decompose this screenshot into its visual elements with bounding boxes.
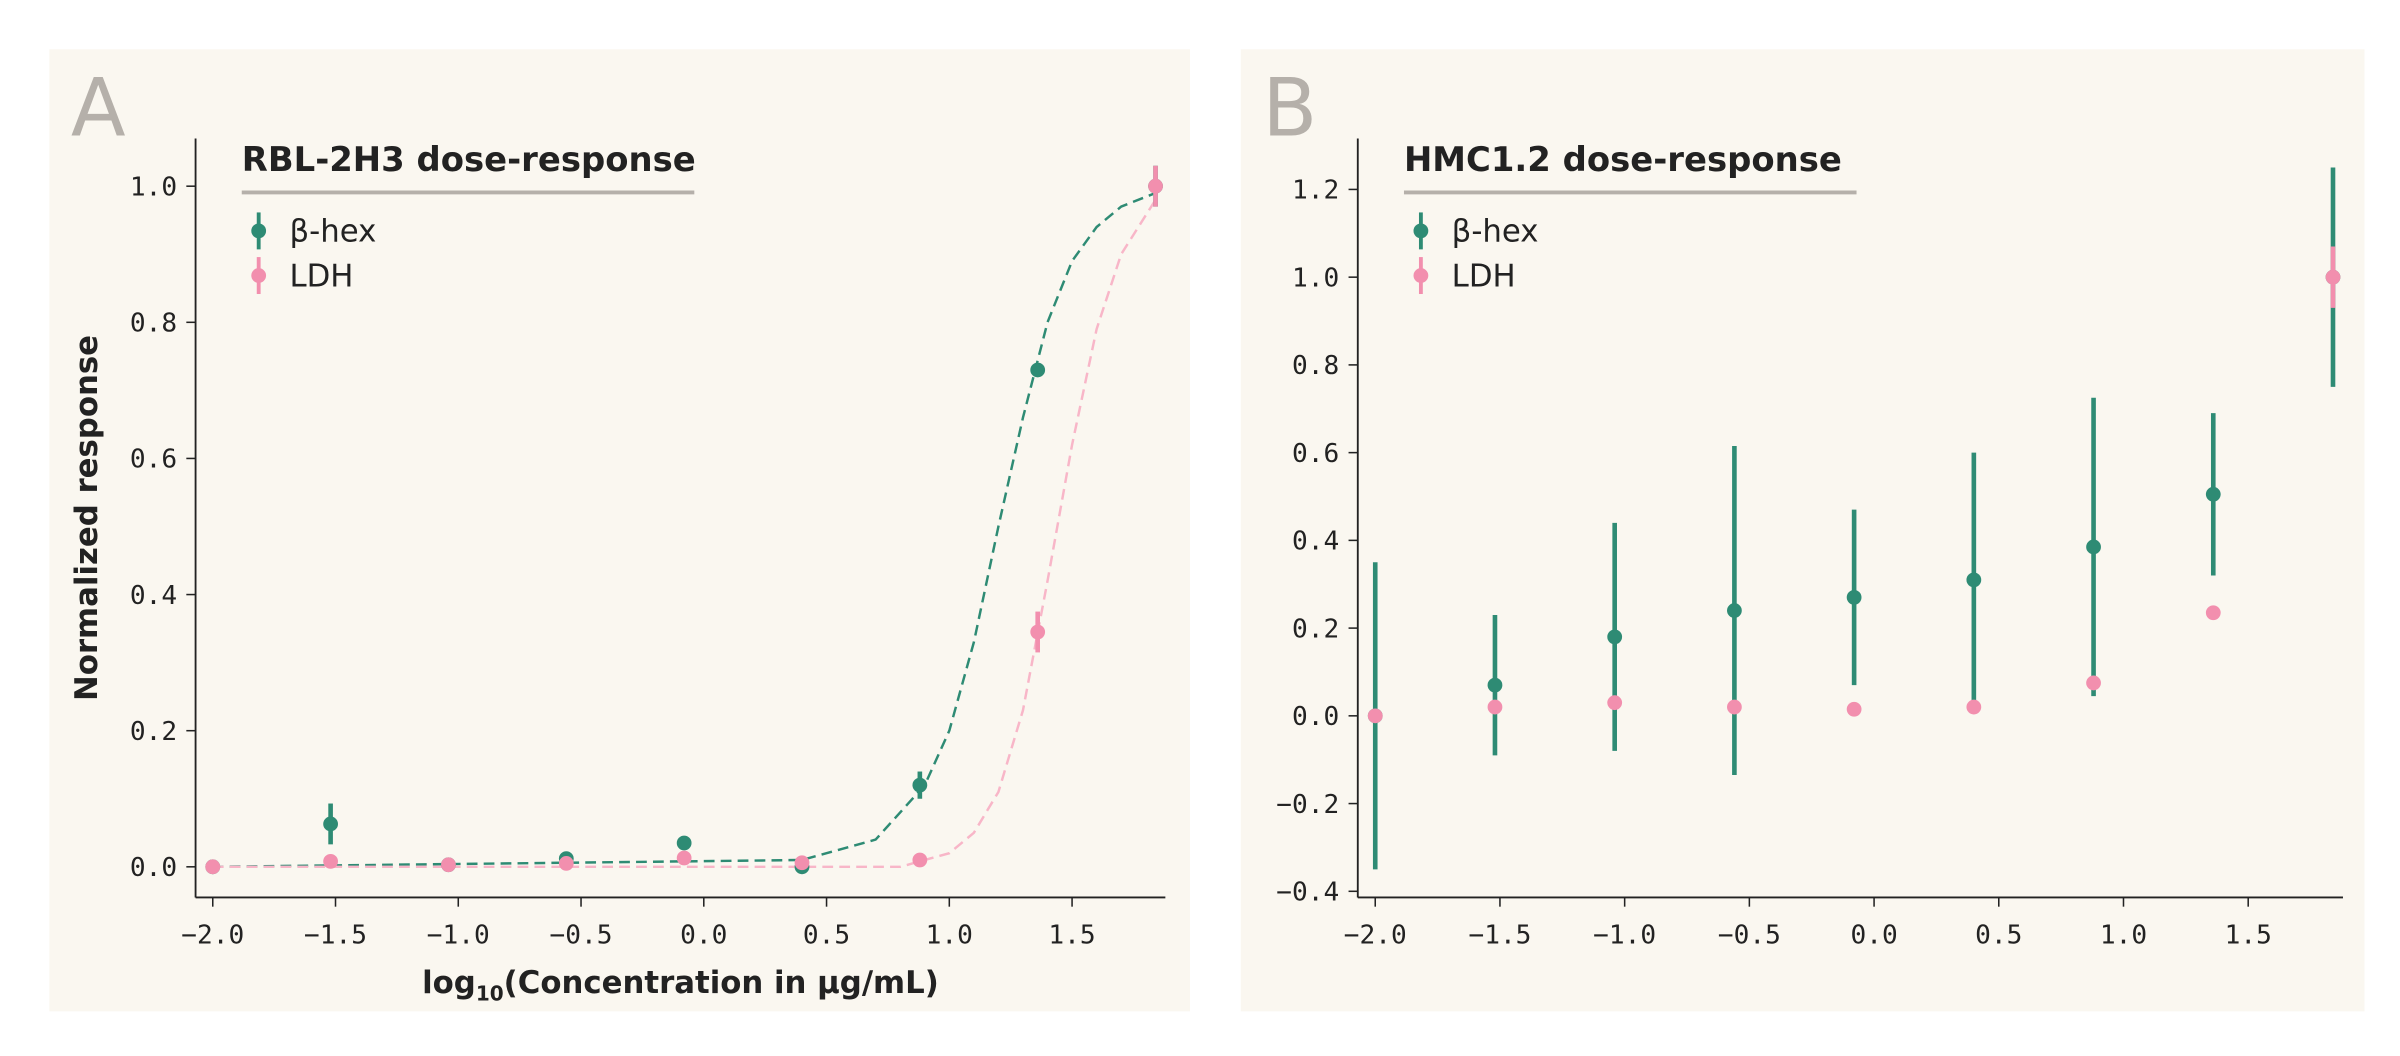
panel-background [49, 49, 1190, 1012]
x-axis-label-rest: (Concentration in μg/mL) [504, 965, 939, 1001]
data-point [794, 855, 810, 871]
legend-marker [1413, 268, 1429, 283]
data-point [2205, 605, 2221, 621]
y-tick-label: 0.4 [130, 581, 177, 611]
data-point [1030, 362, 1046, 378]
y-tick-label: 0.6 [1292, 439, 1339, 469]
data-point [1607, 629, 1623, 645]
y-tick-label: 1.0 [130, 172, 177, 202]
panel-label: A [71, 61, 126, 154]
data-point [1367, 708, 1383, 724]
x-axis-label: log10(Concentration in μg/mL) [422, 965, 939, 1006]
y-tick-label: 1.0 [1292, 263, 1339, 293]
panel: A −2.0 −1.5 −1.0 −0.5 0.0 0.5 1.0 1.5 0.0 0.2 0.4 0.… [49, 49, 1190, 1012]
chart-title: RBL-2H3 dose-response [242, 140, 696, 179]
y-tick-label: 0.2 [1292, 614, 1339, 644]
x-axis-label-sub: 10 [476, 982, 504, 1006]
data-point [1487, 699, 1503, 715]
y-axis-label: Normalized response [69, 335, 105, 701]
data-point [1727, 699, 1742, 715]
y-tick-label: 0.0 [130, 853, 177, 883]
y-tick-label: −0.4 [1276, 878, 1339, 908]
y-tick-label: 0.6 [130, 445, 177, 475]
legend-marker [251, 268, 267, 283]
data-point [205, 859, 221, 875]
data-point [2086, 539, 2101, 555]
y-tick-label: 0.4 [1292, 527, 1339, 557]
y-tick-label: −0.2 [1276, 790, 1339, 820]
panel-label: B [1262, 61, 1317, 154]
fit-curve [212, 191, 1156, 869]
data-point [1148, 178, 1163, 194]
data-point [2325, 269, 2341, 285]
x-tick-label: 0.5 [803, 921, 850, 951]
data-point [676, 850, 692, 866]
x-tick-label: 0.5 [1975, 921, 2022, 951]
x-tick-label: −0.5 [1718, 921, 1781, 951]
x-axis-label-base: log [422, 965, 476, 1001]
fit-curve [212, 199, 1157, 869]
legend-label: LDH [289, 258, 353, 294]
data-point [1727, 603, 1742, 618]
x-tick-label: −1.5 [1468, 921, 1531, 951]
x-tick-label: 0.0 [1850, 921, 1897, 951]
x-tick-label: −1.0 [1593, 921, 1656, 951]
x-tick-label: −2.0 [1344, 921, 1407, 951]
x-tick-label: −0.5 [550, 921, 613, 951]
chart-title: HMC1.2 dose-response [1404, 140, 1842, 179]
data-point [441, 857, 456, 873]
data-point [676, 835, 692, 851]
legend-label: β-hex [289, 214, 376, 250]
data-point [323, 853, 338, 869]
data-point [2086, 675, 2101, 691]
data-point [2205, 486, 2221, 502]
x-tick-label: −2.0 [181, 921, 244, 951]
y-tick-label: 0.2 [130, 717, 177, 747]
legend-marker [251, 223, 267, 239]
data-point [1607, 695, 1623, 711]
legend-label: LDH [1452, 258, 1516, 294]
data-point [1487, 677, 1503, 693]
data-point [1846, 701, 1862, 717]
x-tick-label: 1.5 [2225, 921, 2272, 951]
legend-label: β-hex [1452, 214, 1539, 250]
data-point [1966, 572, 1982, 588]
x-tick-label: 1.5 [1048, 921, 1095, 951]
panel: B −2.0 −1.5 −1.0 −0.5 0.0 0.5 1.0 1.5 −0.4 −0.2 0.0… [1240, 49, 2365, 1012]
panel-background [1240, 49, 2365, 1012]
data-point [1846, 590, 1862, 605]
x-tick-label: −1.0 [427, 921, 490, 951]
x-tick-label: −1.5 [304, 921, 367, 951]
data-point [1030, 624, 1046, 640]
x-tick-label: 0.0 [680, 921, 727, 951]
y-tick-label: 0.8 [130, 309, 177, 339]
data-point [323, 816, 338, 832]
y-tick-label: 0.0 [1292, 702, 1339, 732]
data-point [558, 856, 574, 871]
y-tick-label: 1.2 [1292, 176, 1339, 206]
data-point [912, 852, 928, 868]
data-point [912, 777, 928, 793]
legend-marker [1413, 223, 1429, 239]
x-tick-label: 1.0 [926, 921, 973, 951]
y-tick-label: 0.8 [1292, 351, 1339, 381]
x-tick-label: 1.0 [2100, 921, 2147, 951]
data-point [1966, 699, 1982, 715]
